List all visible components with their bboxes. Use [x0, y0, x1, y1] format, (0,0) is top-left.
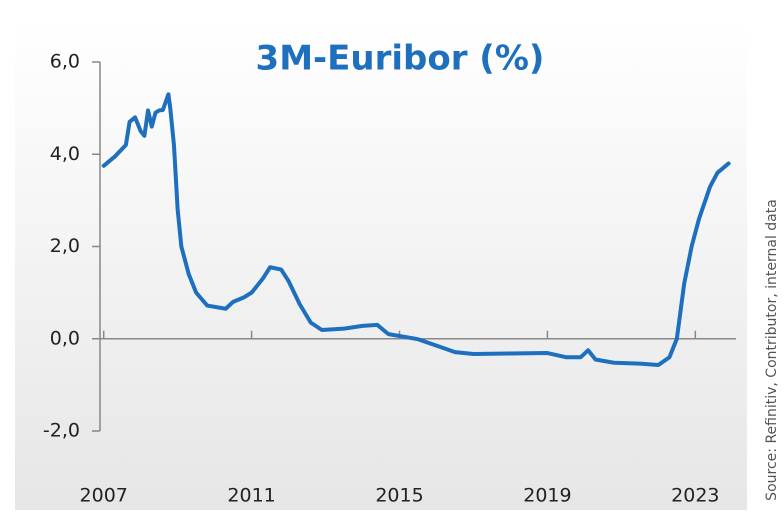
- y-tick-label: -2,0: [43, 420, 80, 442]
- y-tick-label: 6,0: [50, 51, 80, 73]
- x-tick-label: 2007: [80, 485, 128, 507]
- source-note: Source: Refinitiv, Contributor, internal…: [764, 199, 780, 501]
- chart-title: 3M-Euribor (%): [256, 39, 545, 79]
- y-tick-label: 4,0: [50, 143, 80, 165]
- plot-background: [15, 20, 747, 510]
- y-tick-label: 2,0: [50, 235, 80, 257]
- x-tick-label: 2019: [523, 485, 571, 507]
- line-series: [101, 92, 731, 368]
- x-tick-label: 2015: [375, 485, 423, 507]
- y-tick-label: 0,0: [50, 327, 80, 349]
- x-tick-label: 2011: [227, 485, 275, 507]
- x-tick-label: 2023: [671, 485, 719, 507]
